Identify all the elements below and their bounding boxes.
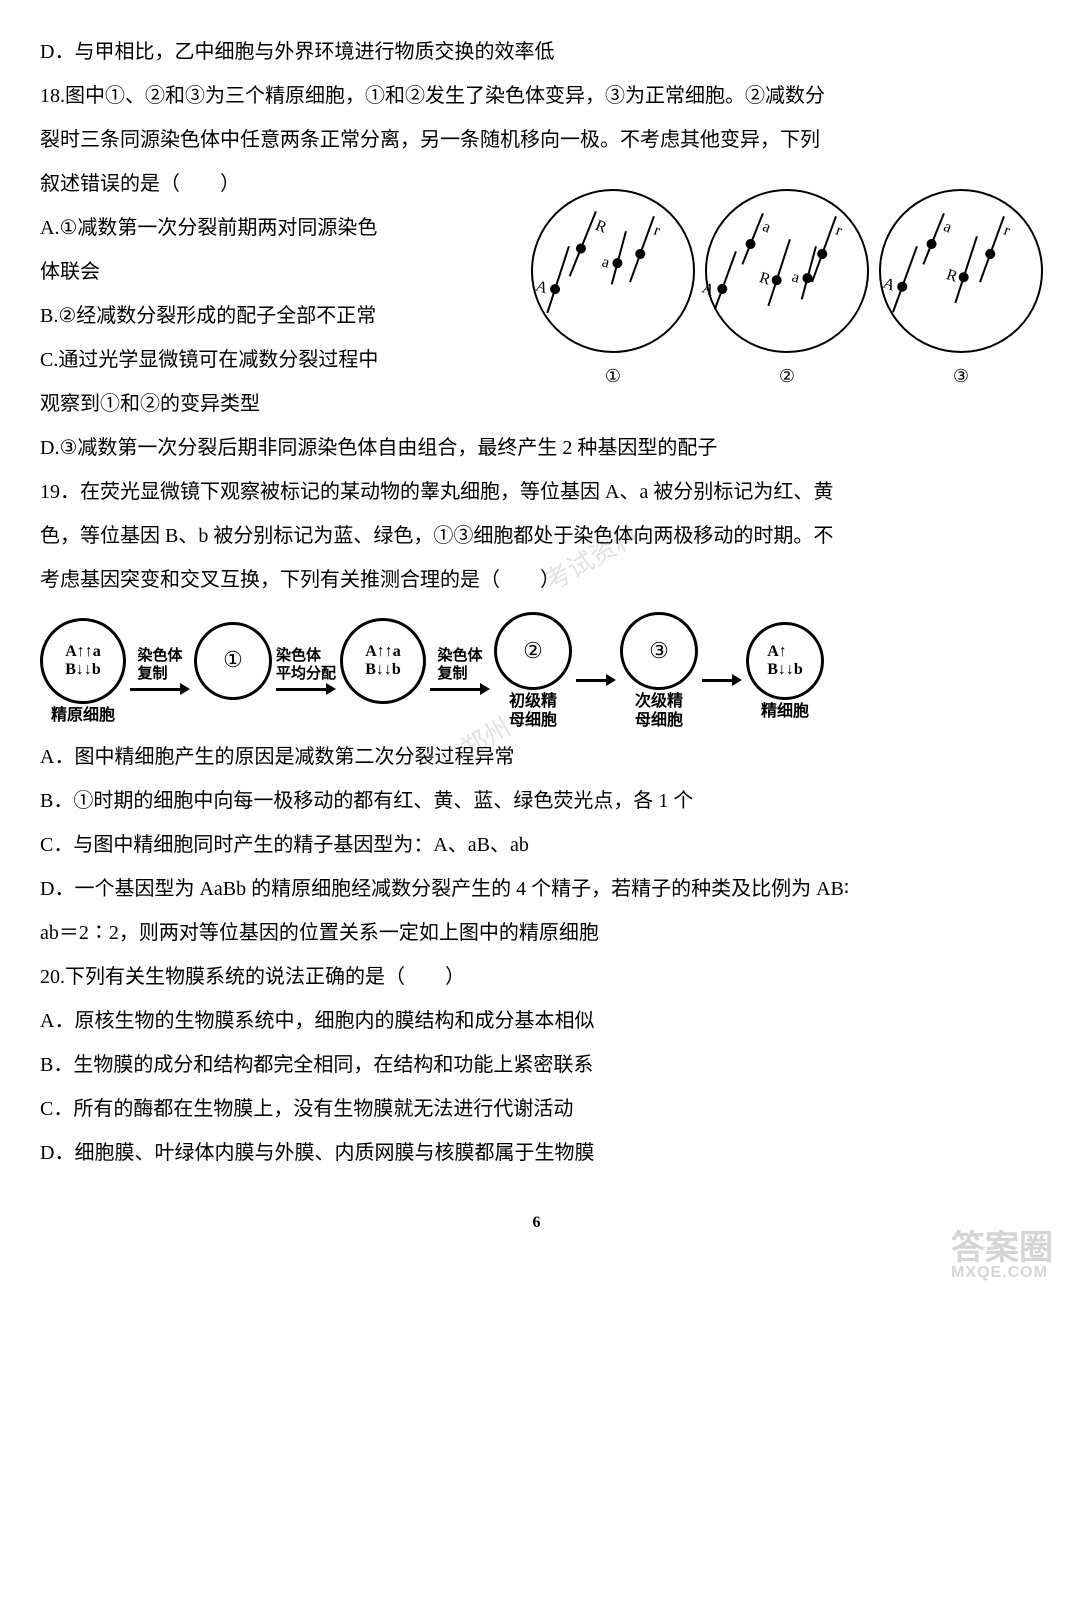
q19-label-secondary: 次级精 母细胞 xyxy=(635,692,683,730)
q18-block: 18.图中①、②和③为三个精原细胞，①和②发生了染色体变异，③为正常细胞。②减数… xyxy=(40,74,1033,470)
q18-diagrams: A R a r ① xyxy=(531,189,1043,397)
q19-option-d-line2: ab＝2∶2，则两对等位基因的位置关系一定如上图中的精原细胞 xyxy=(40,911,1033,955)
q18-stem-line2: 裂时三条同源染色体中任意两条正常分离，另一条随机移向一极。不考虑其他变异，下列 xyxy=(40,118,1033,162)
q18-cell-2: A a R a r ② xyxy=(705,189,869,397)
q18-cell-1-label: ① xyxy=(605,357,621,397)
q20-option-a: A．原核生物的生物膜系统中，细胞内的膜结构和成分基本相似 xyxy=(40,999,1033,1043)
q18-cell-3-label: ③ xyxy=(953,357,969,397)
q19-label-primary: 初级精 母细胞 xyxy=(509,692,557,730)
q18-option-d: D.③减数第一次分裂后期非同源染色体自由组合，最终产生 2 种基因型的配子 xyxy=(40,426,1033,470)
cell-content: A↑↑a B↓↓b xyxy=(65,643,101,678)
q19-stem-line3: 考虑基因突变和交叉互换，下列有关推测合理的是（ ） xyxy=(40,558,1033,602)
q19-option-d-line1: D．一个基因型为 AaBb 的精原细胞经减数分裂产生的 4 个精子，若精子的种类… xyxy=(40,867,1033,911)
q19-diagram: A↑↑a B↓↓b 精原细胞 染色体 复制 ① 染色体 平均分配 A↑↑a B↓… xyxy=(40,612,1033,730)
page-number: 6 xyxy=(40,1205,1033,1240)
q19-option-b: B．①时期的细胞中向每一极移动的都有红、黄、蓝、绿色荧光点，各 1 个 xyxy=(40,779,1033,823)
q20-stem: 20.下列有关生物膜系统的说法正确的是（ ） xyxy=(40,955,1033,999)
q20-option-d: D．细胞膜、叶绿体内膜与外膜、内质网膜与核膜都属于生物膜 xyxy=(40,1131,1033,1175)
q18-option-a-line1: A.①减数第一次分裂前期两对同源染色 xyxy=(40,206,480,250)
q19-cell-replicated: A↑↑a B↓↓b xyxy=(340,618,426,704)
q19-option-c: C．与图中精细胞同时产生的精子基因型为：A、aB、ab xyxy=(40,823,1033,867)
chromosome-label: a xyxy=(938,210,958,245)
arrow-5 xyxy=(702,656,742,686)
q18-option-a-line2: 体联会 xyxy=(40,250,480,294)
arrow-3: 染色体 复制 xyxy=(430,647,490,695)
q19-cell-3: ③ xyxy=(620,612,698,690)
q19-cell-2: ② xyxy=(494,612,572,690)
arrow-1: 染色体 复制 xyxy=(130,647,190,695)
arrow-2: 染色体 平均分配 xyxy=(276,647,336,695)
q19-cell-1: ① xyxy=(194,622,272,700)
arrow-label: 染色体 复制 xyxy=(137,647,182,683)
arrow-4 xyxy=(576,656,616,686)
q19-stem-line2: 色，等位基因 B、b 被分别标记为蓝、绿色，①③细胞都处于染色体向两极移动的时期… xyxy=(40,514,1033,558)
q18-stem-line1: 18.图中①、②和③为三个精原细胞，①和②发生了染色体变异，③为正常细胞。②减数… xyxy=(40,74,1033,118)
q18-cell-1: A R a r ① xyxy=(531,189,695,397)
q18-option-c-line1: C.通过光学显微镜可在减数分裂过程中 xyxy=(40,338,480,382)
arrow-label: 染色体 复制 xyxy=(438,647,483,683)
q19-cell-primordial: A↑↑a B↓↓b xyxy=(40,618,126,704)
q19-label-sperm: 精细胞 xyxy=(761,702,809,721)
chromosome-label: a xyxy=(757,210,777,245)
q18-cell-3: A a R r ③ xyxy=(879,189,1043,397)
q19-option-a: A．图中精细胞产生的原因是减数第二次分裂过程异常 xyxy=(40,735,1033,779)
arrow-label: 染色体 平均分配 xyxy=(276,647,336,683)
q17-option-d: D．与甲相比，乙中细胞与外界环境进行物质交换的效率低 xyxy=(40,30,1033,74)
footer-watermark-bottom: MXQE.COM xyxy=(951,1265,1053,1281)
q19-cell-sperm: A↑ B↓↓b xyxy=(746,622,824,700)
q18-cell-2-label: ② xyxy=(779,357,795,397)
q18-option-b: B.②经减数分裂形成的配子全部不正常 xyxy=(40,294,480,338)
q19-label-primordial: 精原细胞 xyxy=(51,706,115,725)
q19-stem-line1: 19．在荧光显微镜下观察被标记的某动物的睾丸细胞，等位基因 A、a 被分别标记为… xyxy=(40,470,1033,514)
q20-option-b: B．生物膜的成分和结构都完全相同，在结构和功能上紧密联系 xyxy=(40,1043,1033,1087)
q20-option-c: C．所有的酶都在生物膜上，没有生物膜就无法进行代谢活动 xyxy=(40,1087,1033,1131)
footer-watermark-top: 答案圈 xyxy=(951,1229,1053,1267)
cell-content: A↑↑a B↓↓b xyxy=(365,643,401,678)
footer-watermark: 答案圈 MXQE.COM xyxy=(951,1231,1053,1281)
cell-content: A↑ B↓↓b xyxy=(767,643,803,678)
